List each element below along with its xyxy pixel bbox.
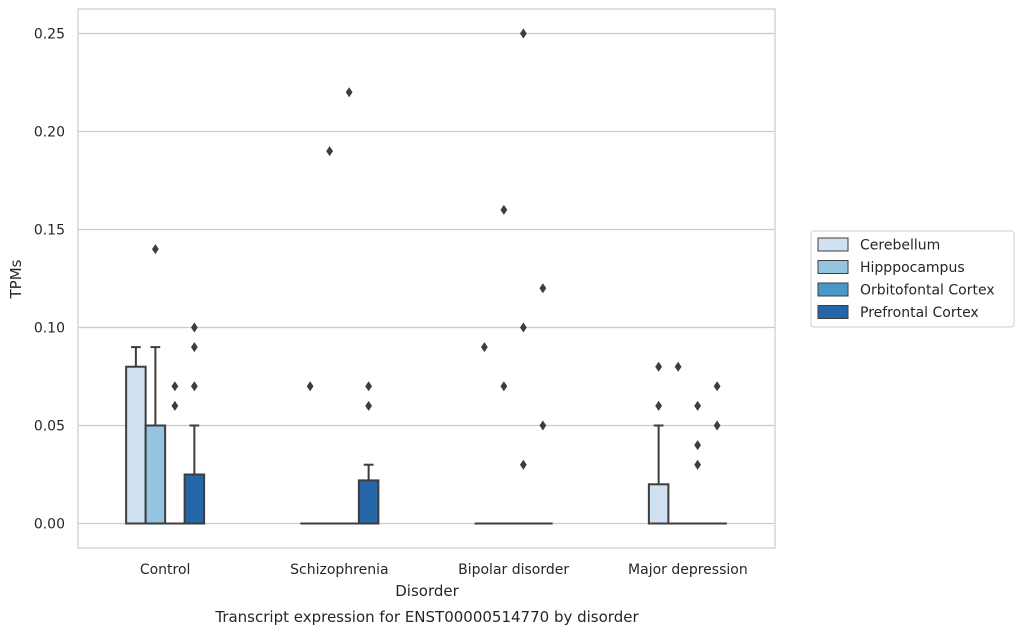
legend-label: Hipppocampus: [860, 260, 965, 276]
outlier-point: [519, 322, 527, 333]
box-cerebellum: [474, 342, 495, 525]
outlier-point: [326, 146, 334, 157]
grid-lines: [78, 32, 775, 525]
box-prefrontal-cortex: [183, 322, 206, 525]
box-plots: [125, 28, 727, 525]
outlier-point: [365, 400, 373, 411]
outlier-point: [171, 381, 179, 392]
box-body: [183, 473, 206, 525]
legend-frame: [810, 230, 1015, 328]
outlier-point: [306, 381, 314, 392]
outlier-point: [480, 342, 488, 353]
outlier-point: [151, 244, 159, 255]
outlier-point: [713, 381, 721, 392]
box-hipppocampus: [668, 361, 688, 525]
outlier-point: [345, 87, 353, 98]
box-prefrontal-cortex: [533, 283, 553, 525]
y-tick-label: 0.05: [34, 419, 65, 435]
box-hipppocampus: [319, 146, 340, 525]
x-tick-label: Major depression: [628, 562, 748, 578]
box-body: [125, 365, 147, 525]
outlier-point: [190, 381, 198, 392]
outlier-point: [500, 204, 508, 215]
outlier-point: [694, 440, 702, 451]
legend: Cerebellum Hipppocampus Orbitofontal Corte…: [810, 230, 1015, 328]
box-hipppocampus: [494, 204, 514, 525]
y-tick-label: 0.10: [34, 321, 65, 337]
legend-label: Orbitofontal Cortex: [860, 283, 995, 299]
box-cerebellum: [300, 381, 320, 525]
box-cerebellum: [125, 346, 147, 525]
y-tick-label: 0.00: [34, 517, 65, 533]
outlier-point: [365, 381, 373, 392]
outlier-point: [694, 459, 702, 470]
outlier-point: [519, 28, 527, 39]
outlier-point: [539, 283, 547, 294]
box-body: [144, 424, 167, 525]
chart-caption: Transcript expression for ENST0000051477…: [214, 608, 639, 626]
box-orbitofontal-cortex: [165, 381, 185, 525]
x-tick-label: Schizophrenia: [290, 562, 388, 578]
outlier-point: [190, 322, 198, 333]
x-tick-label: Control: [140, 562, 191, 578]
outlier-point: [674, 361, 682, 372]
box-prefrontal-cortex: [707, 381, 727, 525]
x-axis-label: Disorder: [395, 582, 459, 600]
outlier-point: [519, 459, 527, 470]
box-prefrontal-cortex: [357, 381, 380, 525]
outlier-point: [713, 420, 721, 431]
x-axis-ticks: Control Schizophrenia Bipolar disorder Majo…: [140, 562, 748, 578]
outlier-point: [655, 361, 663, 372]
legend-swatch: [817, 282, 849, 297]
box-orbitofontal-cortex: [687, 400, 708, 525]
x-tick-label: Bipolar disorder: [458, 562, 569, 578]
box-body: [357, 479, 380, 525]
outlier-point: [190, 342, 198, 353]
legend-swatch: [817, 305, 849, 319]
plot-frame: [77, 8, 776, 549]
legend-swatch: [817, 237, 849, 252]
legend-label: Cerebellum: [860, 238, 940, 254]
box-orbitofontal-cortex: [513, 28, 534, 525]
y-axis-label: TPMs: [7, 259, 25, 299]
y-tick-label: 0.15: [34, 223, 65, 239]
box-hipppocampus: [144, 244, 167, 525]
box-cerebellum: [647, 361, 670, 525]
legend-swatch: [817, 260, 849, 274]
outlier-point: [500, 381, 508, 392]
box-orbitofontal-cortex: [339, 87, 359, 525]
y-tick-label: 0.20: [34, 125, 65, 141]
y-axis-ticks: 0.00 0.05 0.10 0.15 0.20 0.25: [34, 27, 65, 533]
outlier-point: [539, 420, 547, 431]
y-tick-label: 0.25: [34, 27, 65, 43]
legend-label: Prefrontal Cortex: [860, 305, 979, 321]
outlier-point: [171, 400, 179, 411]
outlier-point: [655, 400, 663, 411]
outlier-point: [694, 400, 702, 411]
box-body: [647, 483, 670, 525]
